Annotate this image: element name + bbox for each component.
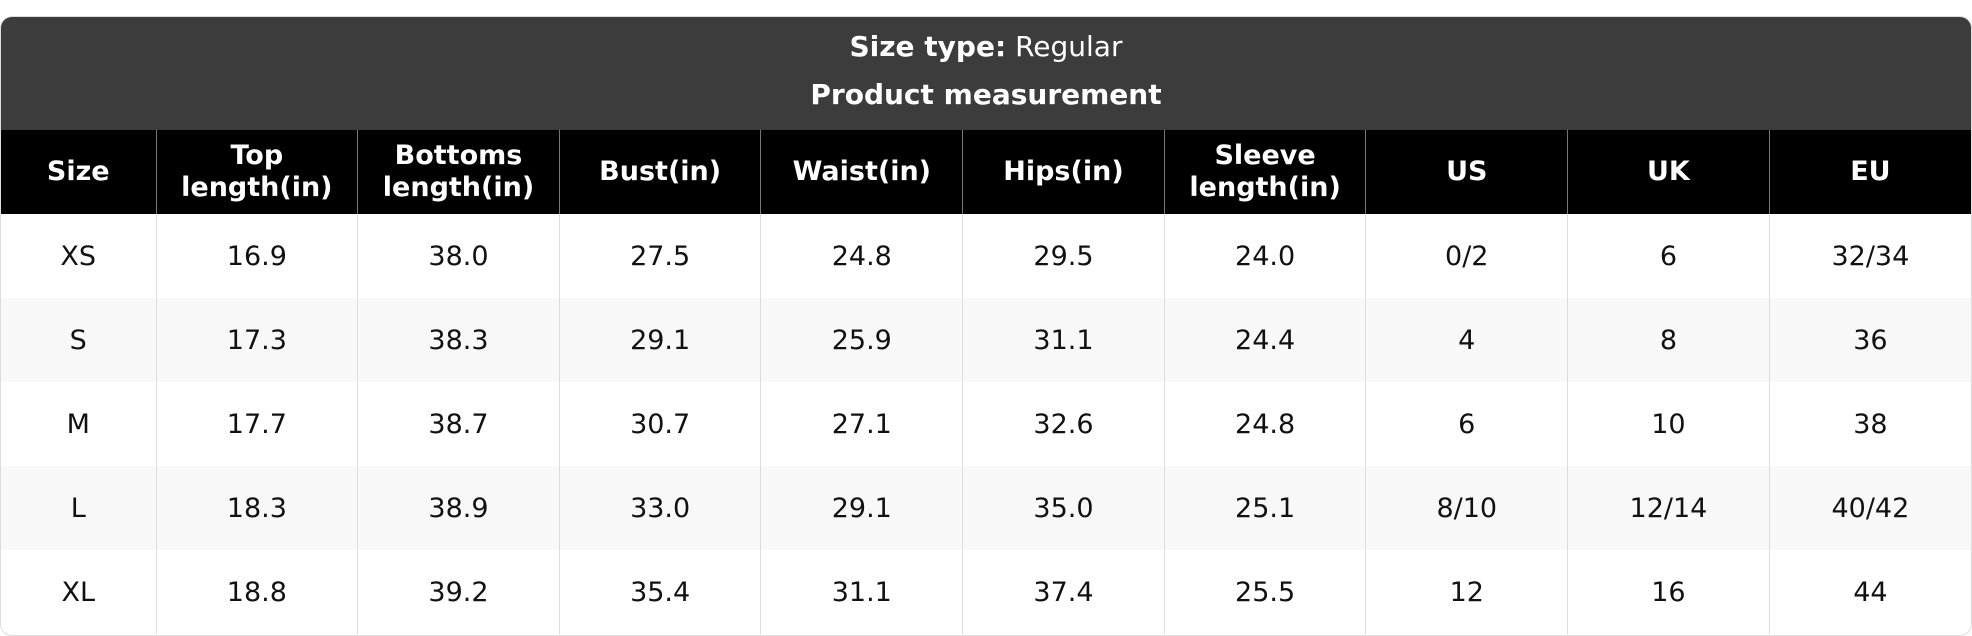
cell: XL: [61, 576, 96, 608]
column-header: Bust(in): [558, 130, 761, 214]
cell: 36: [1768, 298, 1971, 382]
table: Size Top length(in) Bottoms length(in) Bust…: [1, 130, 1971, 634]
cell: 30.7: [558, 382, 761, 466]
cell: 12: [1365, 550, 1568, 634]
cell: 27.5: [558, 214, 761, 298]
cell: 17.3: [155, 298, 358, 382]
cell: 32/34: [1768, 214, 1971, 298]
cell: 17.7: [155, 382, 358, 466]
cell: 8/10: [1365, 466, 1568, 550]
cell: 16.9: [155, 214, 358, 298]
subtitle: Product measurement: [810, 78, 1162, 111]
cell: 38.0: [357, 214, 560, 298]
size-type-label: Size type:: [849, 30, 1007, 63]
size-type: Size type: Regular: [1, 17, 1971, 67]
cell: 10: [1567, 382, 1770, 466]
column-header: Waist(in): [760, 130, 963, 214]
column-header: Sleeve length(in): [1163, 130, 1366, 214]
cell: 27.1: [760, 382, 963, 466]
cell: 40/42: [1768, 466, 1971, 550]
row: L 18.3 38.9 33.0 29.1 35.0 25.1 8/10 12/14 40/42: [1, 466, 1971, 550]
column-header: Top length(in): [155, 130, 358, 214]
cell: 37.4: [962, 550, 1165, 634]
column-header: Bottoms length(in): [357, 130, 560, 214]
column-header: Size: [1, 130, 156, 214]
cell: M: [66, 408, 90, 440]
cell: 38.3: [357, 298, 560, 382]
cell: 8: [1567, 298, 1770, 382]
column-header: EU: [1768, 130, 1971, 214]
row: S 17.3 38.3 29.1 25.9 31.1 24.4 4 8 36: [1, 298, 1971, 382]
table-body: XS 16.9 38.0 27.5 24.8 29.5 24.0 0/2 6 32/34 S 17.3…: [1, 214, 1971, 634]
cell: 29.1: [558, 298, 761, 382]
cell: 25.9: [760, 298, 963, 382]
cell: 35.4: [558, 550, 761, 634]
cell: 18.8: [155, 550, 358, 634]
cell: 25.1: [1163, 466, 1366, 550]
cell: 25.5: [1163, 550, 1366, 634]
cell: 31.1: [760, 550, 963, 634]
cell: 35.0: [962, 466, 1165, 550]
cell: 38.7: [357, 382, 560, 466]
cell: 39.2: [357, 550, 560, 634]
column-header: US: [1365, 130, 1568, 214]
cell: 6: [1365, 382, 1568, 466]
cell: 6: [1567, 214, 1770, 298]
row: XS 16.9 38.0 27.5 24.8 29.5 24.0 0/2 6 32/34: [1, 214, 1971, 298]
cell: 32.6: [962, 382, 1165, 466]
column-header: UK: [1567, 130, 1770, 214]
header: Size type: Regular Product measurement: [1, 17, 1971, 130]
cell: 29.1: [760, 466, 963, 550]
cell: 29.5: [962, 214, 1165, 298]
cell: 18.3: [155, 466, 358, 550]
size-chart: Size type: Regular Product measurement S…: [0, 16, 1972, 636]
cell: 31.1: [962, 298, 1165, 382]
cell: 33.0: [558, 466, 761, 550]
cell: 24.4: [1163, 298, 1366, 382]
cell: 38.9: [357, 466, 560, 550]
cell: L: [1, 466, 156, 550]
row: M 17.7 38.7 30.7 27.1 32.6 24.8 6 10 38: [1, 382, 1971, 466]
cell: XS: [60, 240, 97, 272]
size-type-value: Regular: [1015, 30, 1123, 63]
cell: 4: [1365, 298, 1568, 382]
column-header: Hips(in): [962, 130, 1165, 214]
cell: 24.8: [760, 214, 963, 298]
row: XL 18.8 39.2 35.4 31.1 37.4 25.5 12 16 44: [1, 550, 1971, 634]
cell: 0/2: [1365, 214, 1568, 298]
cell: S: [1, 298, 156, 382]
cell: 24.0: [1163, 214, 1366, 298]
cell: 16: [1567, 550, 1770, 634]
cell: 44: [1768, 550, 1971, 634]
header-row: Size Top length(in) Bottoms length(in) Bust…: [1, 130, 1971, 214]
cell: 24.8: [1163, 382, 1366, 466]
cell: 12/14: [1567, 466, 1770, 550]
cell: 38: [1768, 382, 1971, 466]
